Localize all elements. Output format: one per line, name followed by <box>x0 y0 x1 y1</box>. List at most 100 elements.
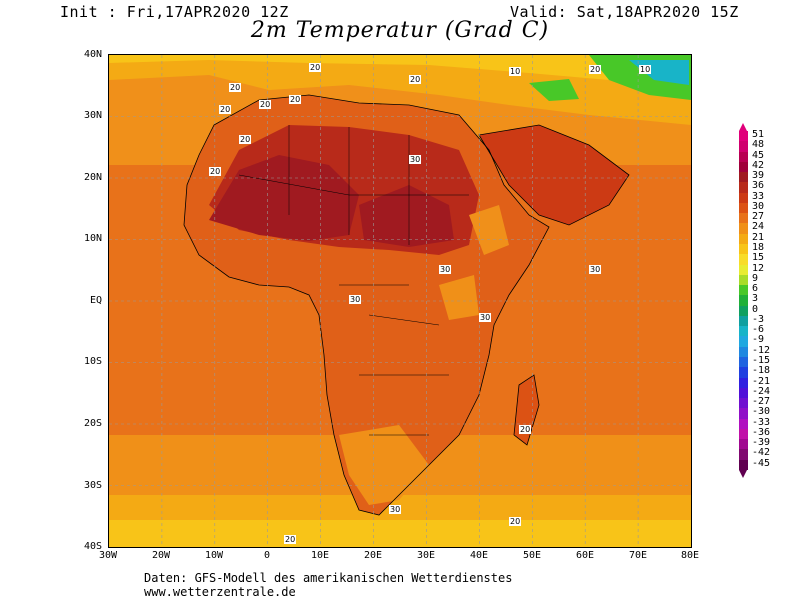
contour-value-label: 20 <box>309 63 322 72</box>
colorbar-tick-label: -18 <box>752 365 771 377</box>
contour-value-label: 30 <box>349 295 362 304</box>
contour-value-label: 30 <box>479 313 492 322</box>
lon-label: 60E <box>575 550 595 561</box>
colorbar-tick-label: -12 <box>752 344 771 356</box>
lon-label: 50E <box>522 550 542 561</box>
contour-value-label: 30 <box>409 155 422 164</box>
colorbar-tick-label: 51 <box>752 129 765 140</box>
colorbar-tick-label: 3 <box>752 293 759 305</box>
colorbar-segment <box>739 254 748 266</box>
colorbar-tick-label: 18 <box>752 242 765 253</box>
contour-value-label: 20 <box>509 517 522 526</box>
lat-label: 30N <box>83 110 102 121</box>
contour-value-label: 30 <box>389 505 402 514</box>
colorbar-segment <box>739 336 748 348</box>
contour-value-label: 20 <box>589 65 602 74</box>
colorbar-segment <box>739 131 748 142</box>
colorbar-tick-label: 36 <box>752 180 765 192</box>
colorbar-segment <box>739 295 748 307</box>
colorbar-tick-label: -42 <box>752 447 771 459</box>
colorbar-tick-label: 24 <box>752 221 765 233</box>
colorbar-segment <box>739 172 748 183</box>
colorbar-tick-label: 39 <box>752 170 765 182</box>
colorbar <box>739 123 748 478</box>
colorbar-segment <box>739 285 748 296</box>
contour-value-label: 20 <box>284 535 297 544</box>
colorbar-segment <box>739 439 748 450</box>
colorbar-top-arrow <box>739 123 747 131</box>
colorbar-segment <box>739 223 748 235</box>
lon-label: 40E <box>469 550 489 561</box>
colorbar-tick-label: -39 <box>752 437 771 449</box>
chart-title: 2m Temperatur (Grad C) <box>250 18 550 43</box>
colorbar-segment <box>739 141 748 153</box>
colorbar-segment <box>739 264 748 276</box>
init-time-label: Init : Fri,17APR2020 12Z <box>60 3 289 21</box>
colorbar-segment <box>739 182 748 194</box>
colorbar-segment <box>739 418 748 430</box>
colorbar-bottom-arrow <box>739 470 747 478</box>
lon-label: 10E <box>310 550 330 561</box>
lon-label: 70E <box>628 550 648 561</box>
colorbar-tick-label: -24 <box>752 385 771 397</box>
arabia-land <box>479 125 629 225</box>
colorbar-tick-label: 0 <box>752 303 759 315</box>
map-field <box>109 55 691 547</box>
colorbar-segment <box>739 357 748 368</box>
colorbar-tick-label: 15 <box>752 252 765 264</box>
lat-label: 20S <box>83 418 102 429</box>
colorbar-segment <box>739 326 748 337</box>
website-link[interactable]: www.wetterzentrale.de <box>144 585 296 599</box>
colorbar-segment <box>739 161 748 173</box>
lat-label: 30S <box>83 480 102 491</box>
contour-value-label: 20 <box>239 135 252 144</box>
contour-value-label: 30 <box>589 265 602 274</box>
lat-label: EQ <box>89 295 102 306</box>
temperature-map: 20 30 20 30 20 10 20 30 30 20 20 30 20 20 20 10 30 20 20 20 <box>108 54 692 548</box>
colorbar-tick-label: 33 <box>752 190 765 202</box>
colorbar-tick-label: -30 <box>752 406 771 418</box>
contour-value-label: 20 <box>289 95 302 104</box>
contour-value-label: 10 <box>639 65 652 74</box>
colorbar-tick-label: -27 <box>752 396 771 408</box>
colorbar-tick-label: 12 <box>752 262 765 274</box>
colorbar-tick-label: 30 <box>752 200 765 212</box>
colorbar-segment <box>739 377 748 389</box>
contour-value-label: 20 <box>519 425 532 434</box>
contour-value-label: 20 <box>229 83 242 92</box>
colorbar-tick-label: -6 <box>752 324 765 336</box>
lon-label: 10W <box>204 550 224 561</box>
contour-value-label: 20 <box>409 75 422 84</box>
data-source-text: Daten: GFS-Modell des amerikanischen Wet… <box>144 571 513 585</box>
colorbar-tick-label: -36 <box>752 426 771 438</box>
contour-value-label: 10 <box>509 67 522 76</box>
colorbar-segment <box>739 387 748 399</box>
lat-label: 10N <box>83 233 102 244</box>
contour-value-label: 30 <box>439 265 452 274</box>
colorbar-segment <box>739 408 748 420</box>
lat-label: 40S <box>83 541 102 552</box>
lat-label: 10S <box>83 356 102 367</box>
lon-label: 30E <box>416 550 436 561</box>
colorbar-segment <box>739 244 748 255</box>
colorbar-tick-label: -45 <box>752 457 771 469</box>
colorbar-segment <box>739 151 748 163</box>
lon-label: 20W <box>151 550 171 561</box>
colorbar-tick-label: 6 <box>752 283 759 295</box>
lon-label: 30W <box>98 550 118 561</box>
lon-label: 20E <box>363 550 383 561</box>
colorbar-tick-label: 45 <box>752 149 765 161</box>
colorbar-segment <box>739 459 748 471</box>
lat-label: 20N <box>83 172 102 183</box>
colorbar-segment <box>739 202 748 214</box>
colorbar-segment <box>739 346 748 358</box>
colorbar-segment <box>739 449 748 461</box>
colorbar-segment <box>739 213 748 224</box>
colorbar-tick-label: 42 <box>752 159 765 171</box>
colorbar-tick-label: 48 <box>752 139 765 151</box>
contour-value-label: 20 <box>219 105 232 114</box>
colorbar-segment <box>739 315 748 327</box>
colorbar-tick-label: -3 <box>752 313 765 325</box>
colorbar-tick-label: 9 <box>752 272 759 284</box>
lon-label: 0 <box>263 550 271 561</box>
